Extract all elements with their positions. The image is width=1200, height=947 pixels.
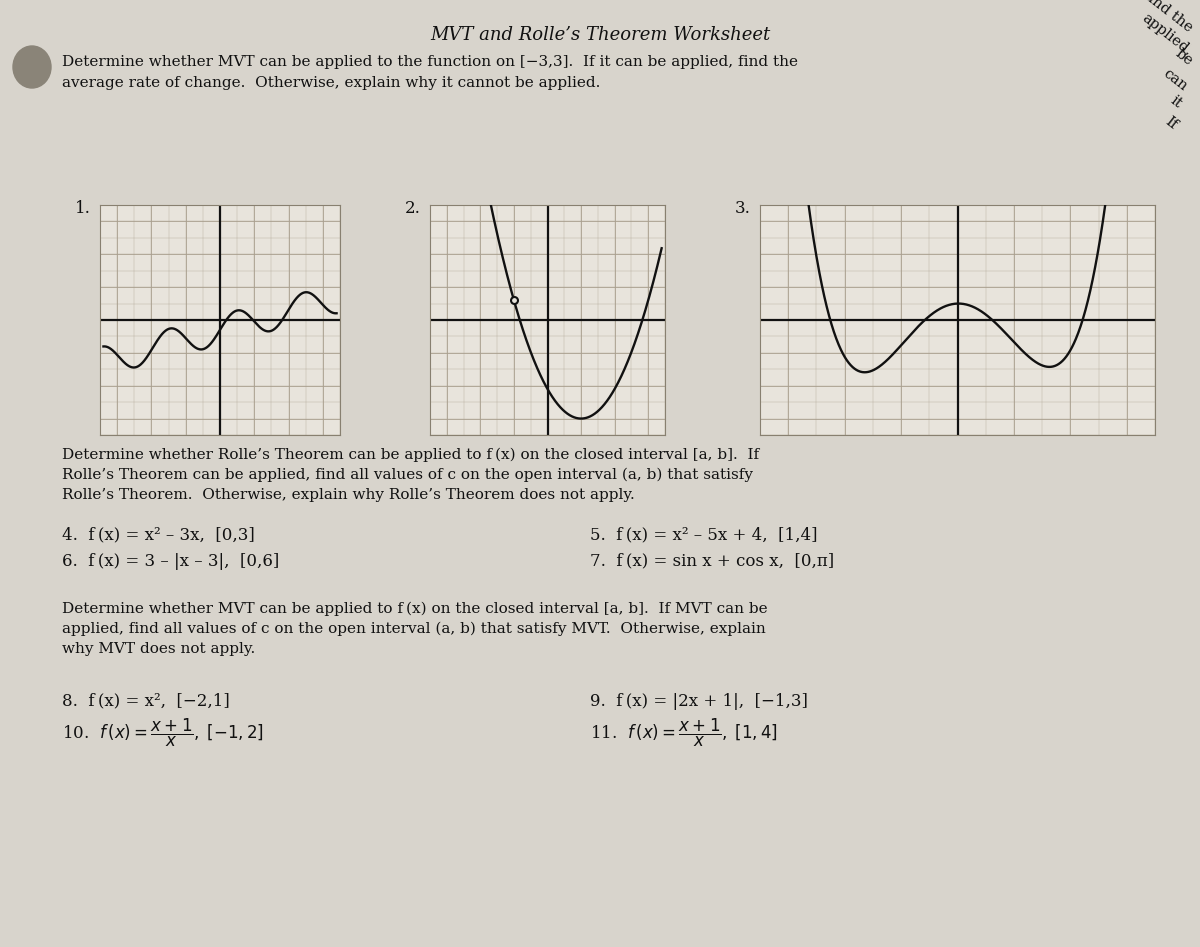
Text: 5.  f (x) = x² – 5x + 4,  [1,4]: 5. f (x) = x² – 5x + 4, [1,4] (590, 527, 817, 544)
Text: 7.  f (x) = sin x + cos x,  [0,π]: 7. f (x) = sin x + cos x, [0,π] (590, 552, 834, 569)
Text: why MVT does not apply.: why MVT does not apply. (62, 642, 256, 656)
Text: Determine whether MVT can be applied to f (x) on the closed interval [a, b].  If: Determine whether MVT can be applied to … (62, 601, 768, 616)
Text: Determine whether Rolle’s Theorem can be applied to f (x) on the closed interval: Determine whether Rolle’s Theorem can be… (62, 448, 760, 462)
Text: 4.  f (x) = x² – 3x,  [0,3]: 4. f (x) = x² – 3x, [0,3] (62, 527, 254, 544)
Ellipse shape (13, 46, 50, 88)
Text: Rolle’s Theorem.  Otherwise, explain why Rolle’s Theorem does not apply.: Rolle’s Theorem. Otherwise, explain why … (62, 488, 635, 502)
Text: 6.  f (x) = 3 – |x – 3|,  [0,6]: 6. f (x) = 3 – |x – 3|, [0,6] (62, 552, 280, 569)
Text: it: it (1168, 93, 1186, 111)
Text: 2.: 2. (406, 200, 421, 217)
Text: applied,: applied, (1140, 11, 1195, 59)
Text: If: If (1163, 114, 1180, 132)
Text: 11.  $f\,(x) = \dfrac{x+1}{x},\;[1,4]$: 11. $f\,(x) = \dfrac{x+1}{x},\;[1,4]$ (590, 717, 778, 749)
Text: find the: find the (1141, 0, 1195, 35)
Text: can: can (1160, 66, 1190, 94)
Text: 9.  f (x) = |2x + 1|,  [−1,3]: 9. f (x) = |2x + 1|, [−1,3] (590, 692, 808, 709)
Text: 8.  f (x) = x²,  [−2,1]: 8. f (x) = x², [−2,1] (62, 692, 229, 709)
Text: 1.: 1. (74, 200, 91, 217)
Text: be: be (1172, 46, 1195, 68)
Text: Rolle’s Theorem can be applied, find all values of c on the open interval (a, b): Rolle’s Theorem can be applied, find all… (62, 468, 754, 482)
Text: 10.  $f\,(x) = \dfrac{x+1}{x},\;[-1,2]$: 10. $f\,(x) = \dfrac{x+1}{x},\;[-1,2]$ (62, 717, 264, 749)
Text: applied, find all values of c on the open interval (a, b) that satisfy MVT.  Oth: applied, find all values of c on the ope… (62, 622, 766, 636)
Text: average rate of change.  Otherwise, explain why it cannot be applied.: average rate of change. Otherwise, expla… (62, 76, 600, 90)
Text: Determine whether MVT can be applied to the function on [−3,3].  If it can be ap: Determine whether MVT can be applied to … (62, 55, 798, 69)
Text: MVT and Rolle’s Theorem Worksheet: MVT and Rolle’s Theorem Worksheet (430, 26, 770, 44)
Text: 3.: 3. (734, 200, 751, 217)
